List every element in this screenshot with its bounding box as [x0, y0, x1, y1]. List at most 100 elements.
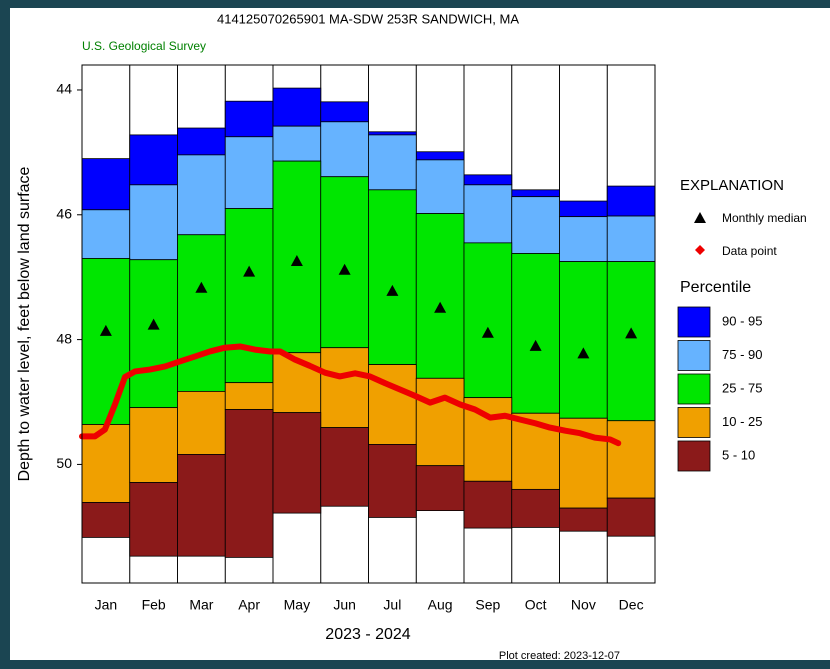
legend-swatch: [677, 340, 711, 371]
percentile-band: [463, 242, 513, 399]
percentile-band: [463, 184, 513, 244]
median-marker: [338, 263, 351, 275]
median-marker: [195, 281, 208, 293]
legend-swatch: [677, 407, 711, 438]
percentile-band: [177, 391, 226, 455]
percentile-band: [224, 409, 274, 558]
legend-median-marker: [694, 212, 706, 223]
plot-border: [81, 64, 656, 584]
percentile-band: [559, 200, 608, 218]
percentile-band: [559, 216, 608, 262]
legend-title: EXPLANATION: [680, 177, 784, 194]
percentile-band: [415, 151, 465, 161]
percentile-band: [129, 407, 178, 483]
percentile-band: [415, 159, 465, 214]
percentile-band: [320, 347, 369, 429]
median-marker: [386, 284, 399, 296]
percentile-band: [320, 427, 369, 507]
y-tick-label: 46: [56, 205, 72, 221]
percentile-band: [368, 131, 417, 136]
percentile-band: [177, 127, 226, 156]
percentile-band: [272, 87, 322, 127]
footnote: Plot created: 2023-12-07: [499, 650, 620, 662]
x-axis-label: 2023 - 2024: [325, 626, 411, 643]
legend-label: 75 - 90: [722, 347, 762, 362]
percentile-band: [511, 253, 560, 414]
x-tick-label: Oct: [525, 597, 547, 613]
percentile-band: [415, 213, 465, 379]
percentile-band: [129, 134, 178, 186]
agency: U.S. Geological Survey: [82, 39, 206, 53]
legend-swatch: [677, 306, 711, 338]
data-line: [79, 343, 622, 447]
legend-label: 10 - 25: [722, 414, 762, 429]
median-marker: [481, 326, 494, 338]
y-tick-label: 48: [56, 330, 72, 346]
x-tick-label: Mar: [189, 597, 213, 613]
percentile-band: [177, 154, 226, 236]
percentile-band: [224, 208, 274, 384]
x-tick-label: Jul: [383, 597, 401, 613]
percentile-band: [511, 196, 560, 254]
y-tick-label: 44: [56, 81, 72, 97]
percentile-band: [81, 209, 131, 259]
percentile-band: [129, 259, 178, 409]
percentile-band: [368, 444, 417, 518]
median-marker: [577, 347, 590, 359]
chart-title: 414125070265901 MA-SDW 253R SANDWICH, MA: [217, 11, 519, 26]
y-axis-label: Depth to water level, feet below land su…: [16, 166, 33, 481]
percentile-band: [463, 174, 513, 186]
percentile-band: [224, 382, 274, 410]
percentile-band: [224, 136, 274, 209]
percentile-band: [81, 502, 131, 538]
percentile-band: [606, 497, 656, 537]
legend-label: 5 - 10: [722, 447, 755, 462]
x-tick-label: Aug: [428, 597, 453, 613]
percentile-band: [320, 176, 369, 349]
percentile-band: [606, 420, 656, 499]
median-marker: [434, 301, 447, 313]
x-tick-label: Jun: [333, 597, 356, 613]
x-tick-label: Jan: [95, 597, 118, 613]
percentile-band: [559, 261, 608, 419]
percentile-band: [415, 465, 465, 512]
median-marker: [99, 324, 112, 336]
legend-swatch: [677, 440, 711, 472]
percentile-band: [272, 412, 322, 514]
percentile-band: [559, 507, 608, 532]
percentile-band: [272, 125, 322, 162]
percentile-band: [368, 134, 417, 191]
median-marker: [290, 254, 303, 266]
x-tick-label: Sep: [475, 597, 500, 613]
legend-label: 25 - 75: [722, 380, 762, 395]
x-tick-label: Dec: [619, 597, 644, 613]
percentile-band: [463, 480, 513, 529]
legend-swatch: [677, 373, 711, 405]
percentile-band: [368, 189, 417, 365]
x-tick-label: Nov: [571, 597, 596, 613]
legend-label: Data point: [722, 244, 777, 258]
y-tick-label: 50: [56, 455, 72, 471]
percentile-title: Percentile: [680, 279, 751, 296]
percentile-band: [320, 121, 369, 178]
percentile-band: [415, 377, 465, 467]
percentile-band: [129, 184, 178, 261]
x-tick-label: Feb: [142, 597, 166, 613]
legend-label: Monthly median: [722, 211, 807, 225]
percentile-band: [129, 482, 178, 557]
percentile-band: [81, 158, 131, 211]
percentile-band: [606, 261, 656, 422]
median-marker: [529, 339, 542, 351]
percentile-band: [320, 101, 369, 123]
percentile-band: [177, 234, 226, 392]
median-marker: [147, 318, 160, 330]
median-marker: [625, 327, 638, 339]
percentile-band: [511, 488, 560, 528]
percentile-band: [606, 185, 656, 217]
percentile-band: [511, 189, 560, 198]
x-tick-label: May: [284, 597, 310, 613]
x-tick-label: Apr: [238, 597, 260, 613]
legend-label: 90 - 95: [722, 313, 762, 328]
percentile-band: [606, 215, 656, 262]
